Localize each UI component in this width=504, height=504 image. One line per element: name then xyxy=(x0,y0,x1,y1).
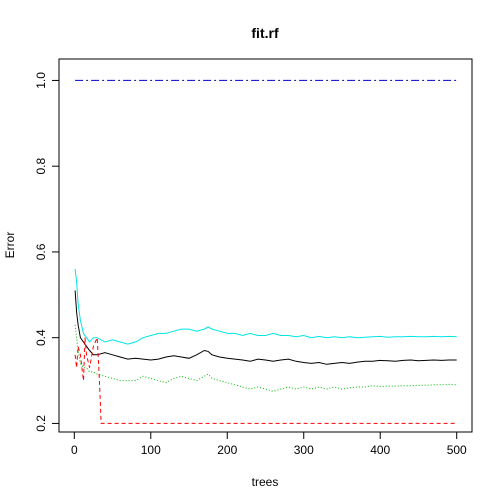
x-tick-label: 0 xyxy=(71,443,78,457)
series-line-1 xyxy=(74,290,457,365)
plot-frame xyxy=(58,58,473,433)
y-tick-label: 1.0 xyxy=(34,72,48,89)
y-tick-label: 0.6 xyxy=(34,243,48,260)
series-line-4 xyxy=(74,269,457,345)
y-axis: 0.2 0.4 0.6 0.8 1.0 xyxy=(34,72,60,432)
x-axis: 0 100 200 300 400 500 xyxy=(71,431,467,457)
series-layer xyxy=(74,79,457,424)
x-tick-label: 500 xyxy=(447,443,467,457)
y-tick-label: 0.2 xyxy=(34,415,48,432)
x-tick-label: 200 xyxy=(217,443,237,457)
y-tick-label: 0.4 xyxy=(34,329,48,346)
series-line-2 xyxy=(74,337,457,424)
x-tick-label: 400 xyxy=(370,443,390,457)
x-tick-label: 100 xyxy=(141,443,161,457)
y-tick-label: 0.8 xyxy=(34,158,48,175)
x-axis-label: trees xyxy=(252,475,279,489)
chart-title: fit.rf xyxy=(251,25,279,41)
x-tick-label: 300 xyxy=(294,443,314,457)
y-axis-label: Error xyxy=(3,232,17,259)
series-line-3 xyxy=(74,324,457,392)
